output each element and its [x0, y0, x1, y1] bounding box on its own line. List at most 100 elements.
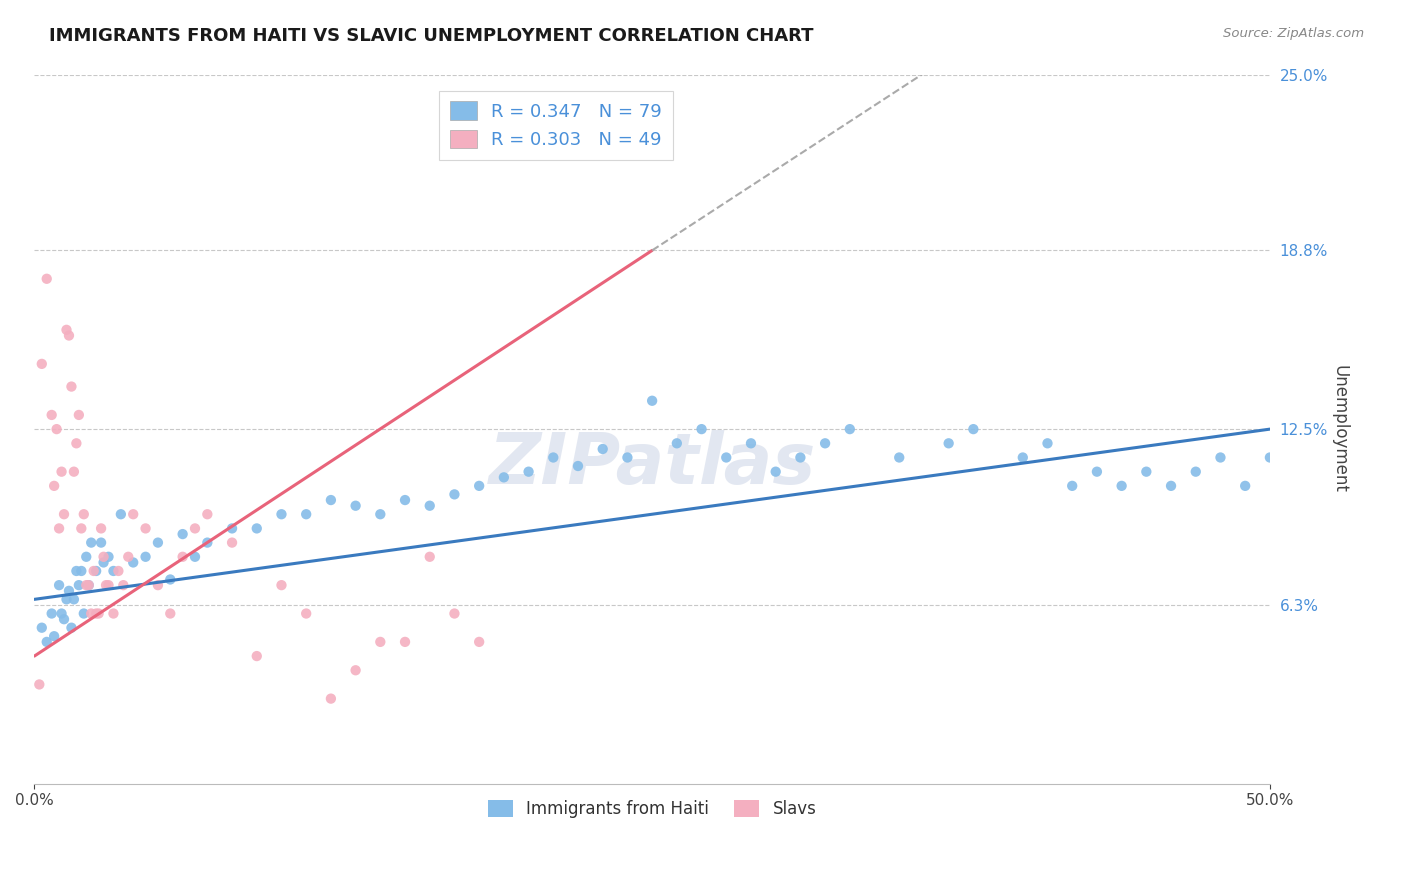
Point: [107, 564, 129, 578]
Point: [55, 592, 77, 607]
Point: [117, 549, 139, 564]
Point: [67, 578, 90, 592]
Point: [270, 578, 292, 592]
Point: [77, 578, 100, 592]
Point: [65, 564, 87, 578]
Point: [246, 649, 269, 664]
Point: [73, 507, 96, 521]
Point: [35, 635, 58, 649]
Point: [172, 549, 194, 564]
Point: [443, 487, 465, 501]
Point: [517, 465, 540, 479]
Point: [135, 549, 157, 564]
Point: [67, 408, 90, 422]
Point: [1085, 465, 1108, 479]
Point: [443, 607, 465, 621]
Point: [716, 450, 738, 465]
Point: [172, 527, 194, 541]
Point: [51, 607, 73, 621]
Point: [93, 556, 115, 570]
Point: [53, 612, 76, 626]
Point: [270, 507, 292, 521]
Point: [58, 328, 80, 343]
Point: [28, 677, 51, 691]
Point: [77, 578, 100, 592]
Point: [592, 442, 614, 456]
Point: [31, 621, 53, 635]
Point: [394, 635, 416, 649]
Legend: Immigrants from Haiti, Slavs: Immigrants from Haiti, Slavs: [481, 794, 823, 825]
Text: ZIPatlas: ZIPatlas: [488, 430, 815, 500]
Point: [80, 607, 103, 621]
Point: [344, 499, 367, 513]
Point: [1284, 436, 1306, 450]
Point: [83, 564, 105, 578]
Point: [135, 521, 157, 535]
Point: [94, 578, 117, 592]
Point: [295, 507, 318, 521]
Text: IMMIGRANTS FROM HAITI VS SLAVIC UNEMPLOYMENT CORRELATION CHART: IMMIGRANTS FROM HAITI VS SLAVIC UNEMPLOY…: [49, 27, 814, 45]
Point: [814, 436, 837, 450]
Point: [543, 450, 565, 465]
Point: [31, 357, 53, 371]
Point: [616, 450, 638, 465]
Point: [641, 393, 664, 408]
Point: [195, 535, 218, 549]
Point: [394, 493, 416, 508]
Point: [344, 663, 367, 677]
Point: [65, 436, 87, 450]
Point: [93, 549, 115, 564]
Point: [962, 422, 984, 436]
Point: [41, 607, 63, 621]
Point: [665, 436, 688, 450]
Point: [1184, 465, 1206, 479]
Point: [468, 479, 491, 493]
Point: [53, 507, 76, 521]
Point: [195, 507, 218, 521]
Point: [184, 549, 207, 564]
Point: [567, 458, 589, 473]
Point: [1111, 479, 1133, 493]
Point: [1135, 465, 1157, 479]
Point: [58, 583, 80, 598]
Point: [938, 436, 960, 450]
Point: [765, 465, 787, 479]
Point: [80, 535, 103, 549]
Point: [35, 272, 58, 286]
Point: [221, 521, 243, 535]
Point: [146, 535, 169, 549]
Point: [63, 592, 86, 607]
Point: [1382, 422, 1405, 436]
Point: [419, 549, 441, 564]
Point: [122, 556, 145, 570]
Point: [48, 521, 70, 535]
Point: [73, 607, 96, 621]
Point: [60, 621, 83, 635]
Point: [44, 629, 66, 643]
Point: [1011, 450, 1033, 465]
Point: [90, 521, 112, 535]
Point: [84, 607, 107, 621]
Point: [122, 507, 145, 521]
Point: [690, 422, 713, 436]
Point: [368, 507, 391, 521]
Point: [97, 549, 120, 564]
Text: Source: ZipAtlas.com: Source: ZipAtlas.com: [1223, 27, 1364, 40]
Point: [44, 479, 66, 493]
Point: [97, 578, 120, 592]
Point: [84, 564, 107, 578]
Point: [419, 499, 441, 513]
Point: [246, 521, 269, 535]
Point: [1333, 450, 1355, 465]
Point: [103, 564, 125, 578]
Point: [492, 470, 515, 484]
Point: [184, 521, 207, 535]
Point: [1036, 436, 1059, 450]
Point: [1160, 479, 1182, 493]
Y-axis label: Unemployment: Unemployment: [1331, 365, 1348, 493]
Point: [63, 465, 86, 479]
Point: [70, 521, 93, 535]
Point: [75, 549, 97, 564]
Point: [1357, 436, 1379, 450]
Point: [103, 607, 125, 621]
